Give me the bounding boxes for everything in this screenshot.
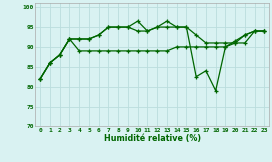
X-axis label: Humidité relative (%): Humidité relative (%) bbox=[104, 134, 201, 143]
